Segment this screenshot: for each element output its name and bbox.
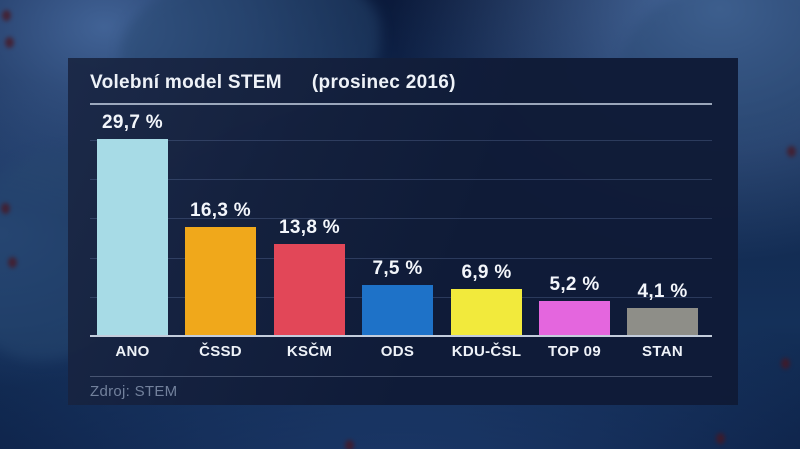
- bar-chart: 29,7 % ANO 16,3 % ČSSD 13,8 % KSČM 7,5 % ODS 6,9…: [68, 58, 738, 405]
- bar-stan: [627, 308, 698, 335]
- x-axis-line: [90, 335, 712, 337]
- backdrop-speck: [1, 203, 10, 214]
- chart-title-row: Volební model STEM (prosinec 2016): [90, 71, 456, 95]
- bar-category-label-top-09: TOP 09: [548, 343, 601, 360]
- gridline: [90, 140, 712, 141]
- backdrop-speck: [716, 433, 725, 444]
- gridline: [90, 179, 712, 180]
- bar-value-label-top-09: 5,2 %: [549, 274, 600, 295]
- source-divider: [90, 376, 712, 377]
- bar-value-label-ano: 29,7 %: [102, 112, 163, 133]
- bar-value-label-kdu-sl: 6,9 %: [461, 262, 512, 283]
- chart-title: Volební model STEM: [90, 72, 282, 93]
- bar-value-label-ods: 7,5 %: [372, 258, 423, 279]
- backdrop-speck: [2, 10, 11, 21]
- bar-category-label-ods: ODS: [380, 343, 415, 360]
- source-label: Zdroj: STEM: [90, 383, 178, 400]
- gridline: [90, 258, 712, 259]
- bar-top-09: [539, 301, 610, 335]
- bar-category-label--ssd: ČSSD: [199, 343, 242, 360]
- bar-category-label-stan: STAN: [642, 343, 683, 360]
- bar-ano: [97, 139, 168, 335]
- gridline: [90, 218, 712, 219]
- bar-value-label--ssd: 16,3 %: [190, 200, 251, 221]
- backdrop-speck: [781, 358, 790, 369]
- bar-value-label-ks-m: 13,8 %: [279, 217, 340, 238]
- backdrop-speck: [345, 440, 354, 449]
- bar--ssd: [185, 227, 256, 335]
- backdrop-speck: [787, 146, 796, 157]
- bar-category-label-kdu-sl: KDU-ČSL: [451, 343, 522, 360]
- chart-panel: Volební model STEM (prosinec 2016) 29,7 %…: [68, 58, 738, 405]
- bar-kdu-sl: [451, 289, 522, 335]
- backdrop-speck: [8, 257, 17, 268]
- bar-ods: [362, 285, 433, 335]
- bar-value-label-stan: 4,1 %: [637, 281, 688, 302]
- bar-ks-m: [274, 244, 345, 335]
- bar-category-label-ano: ANO: [115, 343, 150, 360]
- bar-category-label-ks-m: KSČM: [286, 343, 333, 360]
- chart-subtitle: (prosinec 2016): [311, 72, 456, 93]
- backdrop-speck: [5, 37, 14, 48]
- title-divider: [90, 103, 712, 105]
